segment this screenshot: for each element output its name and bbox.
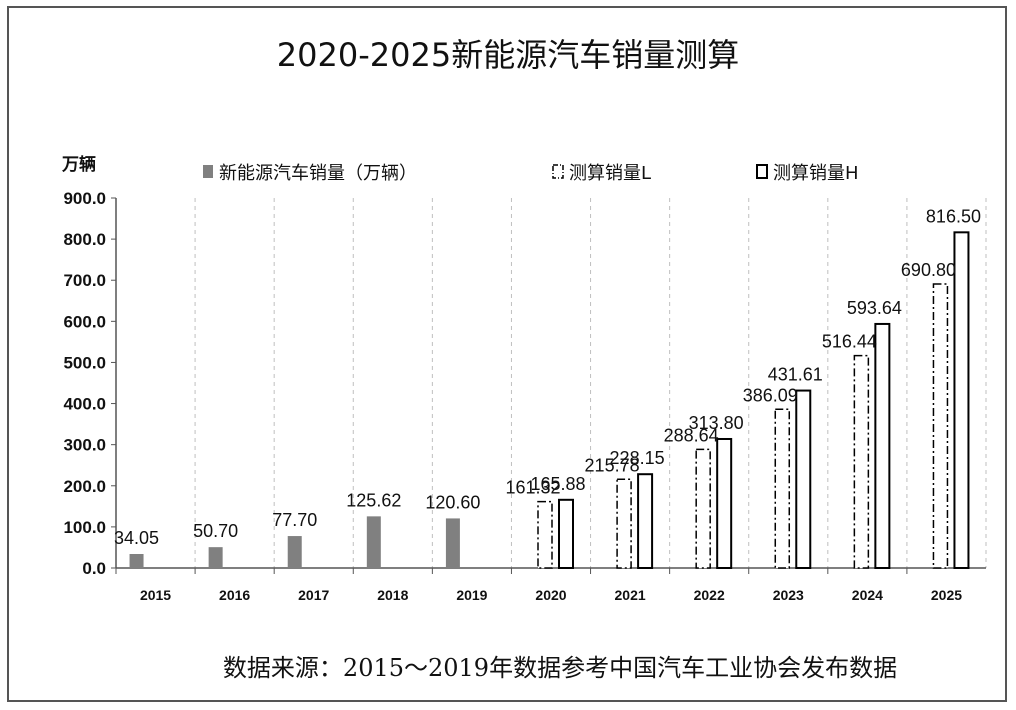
bar-estimate-high <box>558 498 574 570</box>
chart-frame <box>7 6 1007 702</box>
bar-estimate-low <box>774 408 791 569</box>
bar-estimate-high <box>637 473 654 569</box>
y-tick-label: 300.0 <box>63 436 106 455</box>
x-tick-label: 2025 <box>931 587 962 603</box>
bar-actual <box>129 554 144 568</box>
bar-actual <box>208 547 223 568</box>
y-tick-label: 400.0 <box>63 395 106 414</box>
axes: 900.0 800.0 700.0 600.0 500.0 400.0 300.0 200.0… <box>63 189 986 603</box>
bar-estimate-low <box>853 354 870 569</box>
data-label-actual: 120.60 <box>425 492 480 512</box>
legend-swatch-actual <box>203 165 213 178</box>
data-label-actual: 125.62 <box>346 490 401 510</box>
data-label-actual: 34.05 <box>114 528 159 548</box>
bars <box>129 231 970 570</box>
y-tick-label: 100.0 <box>63 518 106 537</box>
bar-estimate-high <box>795 389 812 569</box>
bar-estimate-low <box>537 500 553 569</box>
y-tick-label: 200.0 <box>63 477 106 496</box>
chart-title: 2020-2025新能源汽车销量测算 <box>277 36 739 74</box>
data-label-high: 816.50 <box>926 206 981 226</box>
y-tick-label: 600.0 <box>63 312 106 331</box>
y-tick-label: 0.0 <box>82 559 106 578</box>
x-tick-label: 2019 <box>456 587 487 603</box>
data-label-low: 161.32 <box>505 478 560 498</box>
legend-swatch-low <box>552 164 564 179</box>
legend-label: 测算销量L <box>569 163 651 184</box>
data-label-high: 431.61 <box>768 365 823 385</box>
legend-label: 新能源汽车销量（万辆） <box>219 163 417 184</box>
x-tick-label: 2022 <box>694 587 725 603</box>
data-label-actual: 77.70 <box>272 510 317 530</box>
data-label-high: 313.80 <box>689 413 744 433</box>
y-axis-label: 万辆 <box>61 154 96 175</box>
source-note: 数据来源：2015～2019年数据参考中国汽车工业协会发布数据 <box>223 654 897 682</box>
data-label-low: 288.64 <box>664 425 719 445</box>
x-tick-label: 2024 <box>852 587 883 603</box>
legend-label: 测算销量H <box>773 163 859 184</box>
x-tick-label: 2015 <box>140 587 171 603</box>
data-label-low: 516.44 <box>822 332 877 352</box>
x-tick-label: 2023 <box>773 587 804 603</box>
y-tick-label: 700.0 <box>63 271 106 290</box>
bar-estimate-low <box>695 448 711 569</box>
bar-estimate-low <box>616 478 632 569</box>
legend-swatch-high <box>756 164 768 179</box>
x-tick-label: 2017 <box>298 587 329 603</box>
data-label-low: 215.78 <box>585 455 640 475</box>
data-label-low: 386.09 <box>743 385 798 405</box>
data-label-high: 593.64 <box>847 298 902 318</box>
data-label-high: 165.88 <box>530 474 585 494</box>
bar-estimate-low <box>932 283 949 569</box>
data-label-actual: 50.70 <box>193 521 238 541</box>
bar-actual <box>445 518 460 568</box>
bar-estimate-high <box>874 322 891 569</box>
data-label-high: 228.15 <box>610 448 665 468</box>
x-tick-label: 2020 <box>535 587 566 603</box>
data-label-low: 690.80 <box>901 260 956 280</box>
x-tick-label: 2016 <box>219 587 250 603</box>
y-tick-label: 800.0 <box>63 230 106 249</box>
legend: 新能源汽车销量（万辆） 测算销量L 测算销量H <box>203 163 859 184</box>
y-tick-label: 500.0 <box>63 353 106 372</box>
bar-actual <box>287 536 302 568</box>
x-tick-label: 2018 <box>377 587 408 603</box>
bar-estimate-high <box>716 437 733 570</box>
bar-estimate-high <box>953 231 970 569</box>
bar-actual <box>366 516 381 568</box>
y-tick-label: 900.0 <box>63 189 106 208</box>
x-tick-label: 2021 <box>615 587 646 603</box>
